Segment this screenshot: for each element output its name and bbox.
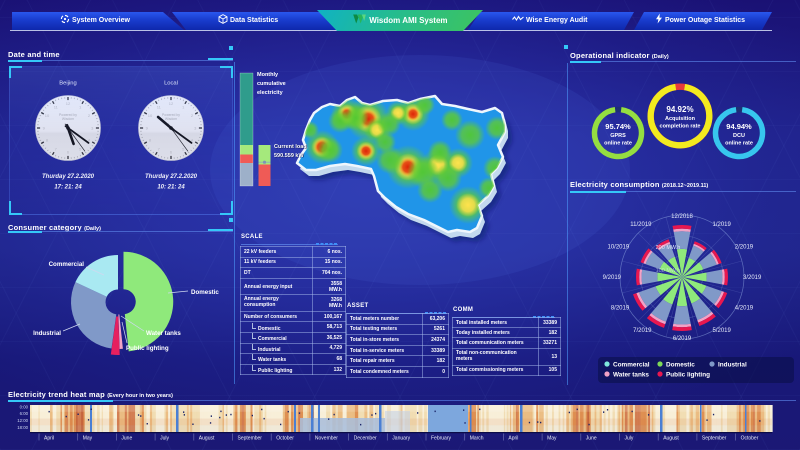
svg-text:Current load: Current load bbox=[274, 144, 307, 150]
svg-text:9: 9 bbox=[146, 125, 149, 130]
svg-text:Wisdom: Wisdom bbox=[165, 117, 177, 121]
svg-text:Powered by: Powered by bbox=[162, 113, 180, 117]
svg-text:April: April bbox=[44, 435, 54, 441]
svg-text:Public lighting: Public lighting bbox=[126, 345, 169, 352]
svg-text:1: 1 bbox=[182, 104, 185, 109]
svg-text:December: December bbox=[354, 435, 377, 441]
svg-text:electricity: electricity bbox=[257, 90, 284, 96]
svg-text:9: 9 bbox=[43, 125, 46, 130]
svg-text:17: 21: 24: 17: 21: 24 bbox=[54, 185, 82, 191]
svg-text:3: 3 bbox=[91, 125, 94, 130]
svg-text:May: May bbox=[83, 435, 93, 441]
svg-text:5: 5 bbox=[79, 146, 82, 151]
svg-text:October: October bbox=[741, 435, 759, 441]
svg-text:0:00: 0:00 bbox=[20, 405, 29, 410]
svg-text:200 MW.h: 200 MW.h bbox=[656, 245, 681, 251]
svg-text:12: 12 bbox=[169, 101, 174, 106]
svg-text:November: November bbox=[315, 435, 338, 441]
svg-text:95.74%: 95.74% bbox=[605, 122, 631, 131]
svg-text:10/2019: 10/2019 bbox=[607, 245, 629, 251]
svg-text:6: 6 bbox=[67, 150, 70, 155]
svg-text:Commercial: Commercial bbox=[49, 261, 85, 268]
svg-text:12:00: 12:00 bbox=[17, 418, 28, 423]
svg-text:10: 10 bbox=[45, 113, 50, 118]
svg-text:5/2019: 5/2019 bbox=[713, 328, 732, 334]
svg-text:Current load: Current load bbox=[275, 145, 308, 151]
svg-text:September: September bbox=[702, 435, 727, 441]
svg-text:11: 11 bbox=[54, 104, 59, 109]
svg-text:2/2019: 2/2019 bbox=[735, 245, 754, 251]
svg-text:online rate: online rate bbox=[725, 141, 753, 147]
svg-text:July: July bbox=[625, 435, 634, 441]
svg-text:October: October bbox=[276, 435, 294, 441]
svg-text:February: February bbox=[431, 435, 452, 441]
svg-text:10: 10 bbox=[148, 113, 153, 118]
svg-text:Monthly: Monthly bbox=[257, 72, 279, 78]
svg-text:8/2019: 8/2019 bbox=[611, 306, 630, 312]
svg-text:April: April bbox=[508, 435, 518, 441]
svg-text:94.92%: 94.92% bbox=[666, 105, 693, 114]
svg-text:Thurday 27.2.2020: Thurday 27.2.2020 bbox=[42, 174, 95, 180]
svg-text:100 MW.h: 100 MW.h bbox=[656, 268, 681, 274]
svg-text:4: 4 bbox=[191, 138, 194, 143]
svg-text:11: 11 bbox=[157, 104, 162, 109]
svg-text:2: 2 bbox=[88, 113, 91, 118]
svg-text:590.559 kW: 590.559 kW bbox=[274, 153, 304, 159]
svg-text:3/2019: 3/2019 bbox=[743, 275, 762, 281]
svg-text:Wisdom: Wisdom bbox=[62, 117, 74, 121]
svg-text:Local: Local bbox=[164, 81, 178, 87]
svg-text:6:00: 6:00 bbox=[20, 411, 29, 416]
svg-text:Industrial: Industrial bbox=[718, 361, 747, 368]
svg-text:DCU: DCU bbox=[733, 133, 745, 139]
svg-text:8: 8 bbox=[46, 138, 49, 143]
svg-text:2: 2 bbox=[191, 113, 194, 118]
svg-text:Public lighting: Public lighting bbox=[666, 371, 710, 378]
svg-text:August: August bbox=[663, 435, 679, 441]
svg-text:12/2018: 12/2018 bbox=[671, 214, 693, 220]
svg-text:9/2019: 9/2019 bbox=[603, 275, 622, 281]
svg-text:Powered by: Powered by bbox=[59, 113, 77, 117]
svg-text:6: 6 bbox=[170, 150, 173, 155]
svg-text:4: 4 bbox=[88, 138, 91, 143]
svg-text:3: 3 bbox=[194, 125, 197, 130]
svg-text:Beijing: Beijing bbox=[59, 81, 76, 87]
svg-text:September: September bbox=[238, 435, 263, 441]
svg-text:Industrial: Industrial bbox=[33, 330, 61, 337]
svg-text:5: 5 bbox=[182, 146, 185, 151]
svg-text:8: 8 bbox=[149, 138, 152, 143]
svg-text:March: March bbox=[470, 435, 484, 441]
svg-text:7: 7 bbox=[55, 146, 58, 151]
svg-text:6/2019: 6/2019 bbox=[673, 336, 692, 342]
svg-text:590.559 kW: 590.559 kW bbox=[275, 154, 305, 160]
svg-text:7/2019: 7/2019 bbox=[633, 328, 652, 334]
svg-text:18:00: 18:00 bbox=[17, 425, 28, 430]
svg-text:1: 1 bbox=[79, 104, 82, 109]
svg-text:completion rate: completion rate bbox=[660, 124, 701, 130]
svg-text:Thurday 27.2.2020: Thurday 27.2.2020 bbox=[145, 174, 198, 180]
svg-text:cumulative: cumulative bbox=[257, 81, 286, 87]
svg-text:GPRS: GPRS bbox=[610, 133, 626, 139]
svg-text:12: 12 bbox=[66, 101, 71, 106]
svg-text:Commercial: Commercial bbox=[613, 361, 650, 368]
svg-text:94.94%: 94.94% bbox=[726, 122, 752, 131]
svg-text:online rate: online rate bbox=[604, 141, 632, 147]
svg-text:10: 21: 24: 10: 21: 24 bbox=[157, 185, 185, 191]
svg-text:June: June bbox=[121, 435, 132, 441]
svg-text:4/2019: 4/2019 bbox=[735, 306, 754, 312]
svg-text:7: 7 bbox=[158, 146, 161, 151]
svg-text:June: June bbox=[586, 435, 597, 441]
svg-text:Water tanks: Water tanks bbox=[146, 330, 181, 337]
svg-text:Domestic: Domestic bbox=[191, 289, 219, 296]
svg-text:Acquisition: Acquisition bbox=[665, 116, 696, 122]
svg-text:May: May bbox=[547, 435, 557, 441]
svg-text:August: August bbox=[199, 435, 215, 441]
svg-text:July: July bbox=[160, 435, 169, 441]
svg-text:1/2019: 1/2019 bbox=[713, 222, 732, 228]
svg-text:Domestic: Domestic bbox=[666, 361, 695, 368]
svg-text:11/2019: 11/2019 bbox=[630, 222, 652, 228]
svg-text:January: January bbox=[392, 435, 410, 441]
svg-text:Water tanks: Water tanks bbox=[613, 371, 649, 378]
